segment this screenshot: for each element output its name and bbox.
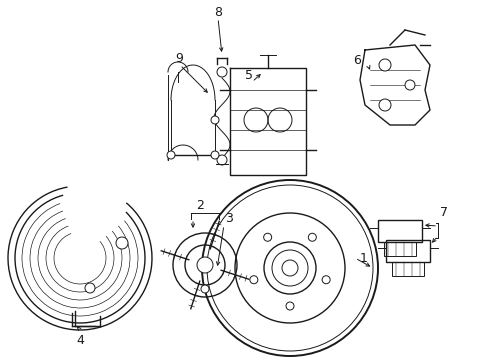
Text: 9: 9 bbox=[175, 51, 183, 64]
Bar bbox=[383, 242, 415, 256]
Circle shape bbox=[116, 237, 128, 249]
Text: 5: 5 bbox=[244, 68, 252, 81]
Circle shape bbox=[197, 257, 213, 273]
Bar bbox=[391, 262, 423, 276]
Circle shape bbox=[210, 151, 219, 159]
Circle shape bbox=[217, 155, 226, 165]
Circle shape bbox=[249, 276, 257, 284]
Circle shape bbox=[322, 276, 329, 284]
Circle shape bbox=[167, 151, 175, 159]
Circle shape bbox=[285, 302, 293, 310]
Bar bbox=[377, 220, 421, 242]
Circle shape bbox=[263, 233, 271, 241]
Circle shape bbox=[282, 260, 297, 276]
Text: 6: 6 bbox=[352, 54, 360, 67]
Text: 8: 8 bbox=[214, 5, 222, 18]
Circle shape bbox=[217, 67, 226, 77]
Circle shape bbox=[404, 80, 414, 90]
Text: 7: 7 bbox=[439, 206, 447, 219]
Text: 2: 2 bbox=[196, 198, 203, 212]
Circle shape bbox=[308, 233, 316, 241]
Circle shape bbox=[85, 283, 95, 293]
Text: 4: 4 bbox=[76, 333, 84, 346]
Text: 3: 3 bbox=[224, 212, 232, 225]
Circle shape bbox=[378, 99, 390, 111]
Circle shape bbox=[378, 59, 390, 71]
Circle shape bbox=[201, 285, 208, 293]
Circle shape bbox=[210, 116, 219, 124]
Text: 1: 1 bbox=[359, 252, 367, 265]
Bar bbox=[385, 240, 429, 262]
